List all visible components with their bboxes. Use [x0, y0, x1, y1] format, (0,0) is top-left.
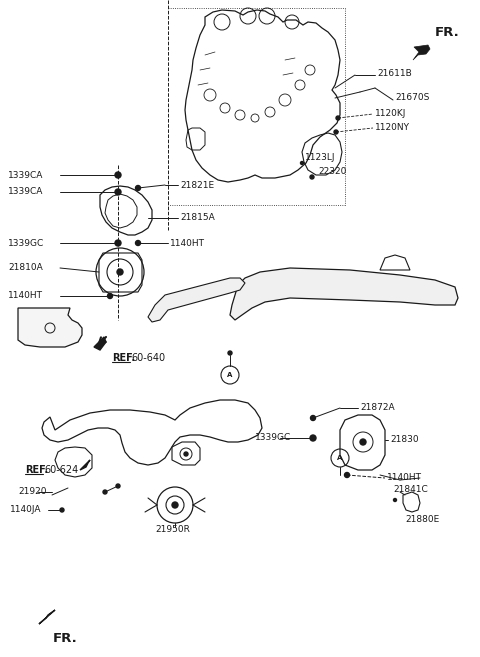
Polygon shape [39, 610, 55, 624]
Text: 1140JA: 1140JA [10, 505, 41, 514]
Text: 1339CA: 1339CA [8, 171, 43, 179]
Text: 1140HT: 1140HT [387, 474, 422, 482]
Circle shape [360, 439, 366, 445]
Text: 1120KJ: 1120KJ [375, 108, 407, 118]
Text: 1339GC: 1339GC [255, 434, 291, 443]
Circle shape [345, 472, 349, 478]
Circle shape [115, 189, 121, 195]
Text: FR.: FR. [435, 26, 460, 39]
Text: FR.: FR. [53, 632, 78, 645]
Text: 21841C: 21841C [393, 486, 428, 495]
Circle shape [311, 415, 315, 420]
Circle shape [228, 351, 232, 355]
Text: A: A [337, 455, 343, 461]
Text: 1120NY: 1120NY [375, 122, 410, 131]
Circle shape [336, 116, 340, 120]
Circle shape [116, 484, 120, 488]
Circle shape [103, 490, 107, 494]
Text: 21830: 21830 [390, 436, 419, 445]
Text: 1339GC: 1339GC [8, 238, 44, 248]
Circle shape [334, 130, 338, 134]
Polygon shape [413, 45, 430, 60]
Text: 21670S: 21670S [395, 93, 430, 102]
Circle shape [300, 162, 303, 164]
Circle shape [60, 508, 64, 512]
Polygon shape [18, 308, 82, 347]
Text: 21872A: 21872A [360, 403, 395, 411]
Text: 1140HT: 1140HT [170, 238, 205, 248]
Circle shape [108, 294, 112, 298]
Polygon shape [80, 460, 90, 470]
Circle shape [135, 240, 141, 246]
Text: REF.: REF. [112, 353, 135, 363]
Text: 1123LJ: 1123LJ [305, 154, 336, 162]
Text: 60-640: 60-640 [131, 353, 165, 363]
Circle shape [184, 452, 188, 456]
Text: A: A [228, 372, 233, 378]
Text: 21950R: 21950R [155, 526, 190, 535]
Circle shape [172, 502, 178, 508]
Circle shape [117, 269, 123, 275]
Text: 21810A: 21810A [8, 263, 43, 273]
Text: 21815A: 21815A [180, 214, 215, 223]
Polygon shape [148, 278, 245, 322]
Text: 21821E: 21821E [180, 181, 214, 189]
Text: 21920: 21920 [18, 487, 47, 497]
Circle shape [135, 185, 141, 191]
Polygon shape [94, 337, 106, 350]
Circle shape [115, 172, 121, 178]
Circle shape [394, 499, 396, 501]
Text: 1140HT: 1140HT [8, 292, 43, 300]
Text: REF.: REF. [25, 465, 48, 475]
Text: 1339CA: 1339CA [8, 187, 43, 196]
Text: 60-624: 60-624 [44, 465, 78, 475]
Text: 22320: 22320 [318, 168, 347, 177]
Text: 21611B: 21611B [377, 68, 412, 78]
Circle shape [115, 240, 121, 246]
Circle shape [310, 175, 314, 179]
Polygon shape [230, 268, 458, 320]
Text: 21880E: 21880E [405, 516, 439, 524]
Circle shape [310, 435, 316, 441]
